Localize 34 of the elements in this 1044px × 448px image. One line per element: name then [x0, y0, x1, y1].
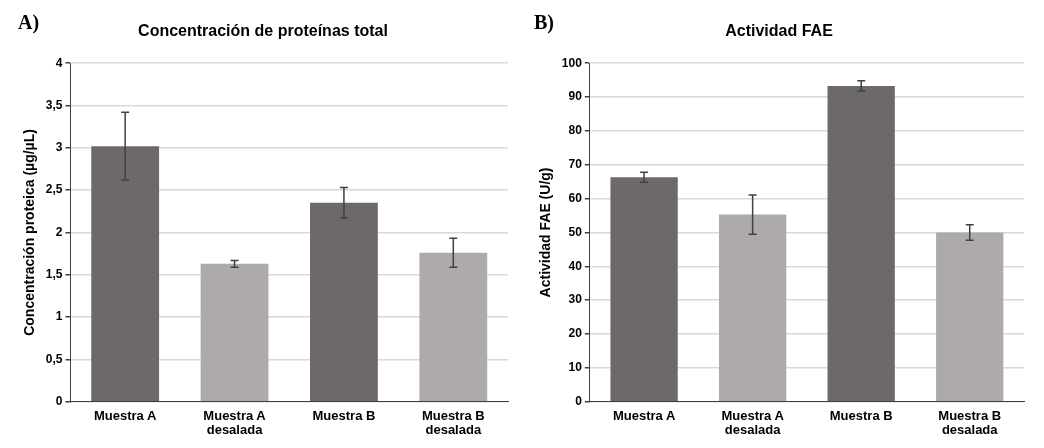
- y-tick-label: 10: [568, 360, 583, 375]
- x-tick-label: Muestra A: [93, 408, 157, 424]
- chart-title: Actividad FAE: [725, 22, 834, 40]
- y-tick-label: 1: [55, 309, 63, 324]
- text: A): [18, 11, 40, 35]
- y-tick-label: 0: [575, 394, 583, 409]
- y-tick-label: 70: [568, 157, 583, 172]
- y-tick-label: 60: [568, 190, 583, 205]
- y-tick-label: 100: [561, 55, 583, 70]
- y-tick-label: 0: [55, 394, 63, 409]
- y-tick-label: 2: [55, 224, 63, 239]
- y-tick-label: 40: [568, 258, 583, 273]
- y-tick-label: 3,5: [45, 97, 63, 112]
- y-tick-label: 4: [55, 55, 63, 70]
- y-tick-label: 80: [568, 123, 583, 138]
- y-tick-label: 90: [568, 89, 583, 104]
- y-tick-label: 50: [568, 224, 583, 239]
- x-tick-label: Muestra A desalada: [203, 408, 267, 437]
- y-tick-label: 3: [55, 140, 63, 155]
- x-tick-label: Muestra B: [312, 408, 376, 424]
- chart-title: Concentración de proteínas total: [138, 22, 388, 40]
- x-tick-label: Muestra B desalada: [421, 408, 485, 437]
- text: B): [534, 11, 554, 35]
- x-tick-label: Muestra A desalada: [721, 408, 785, 437]
- x-tick-label: Muestra B desalada: [938, 408, 1002, 437]
- y-tick-label: 2,5: [45, 182, 63, 197]
- y-axis-title: Concentración proteica (µg/µL): [21, 129, 38, 336]
- y-tick-label: 30: [568, 292, 583, 307]
- x-tick-label: Muestra B: [829, 408, 893, 424]
- y-tick-label: 0,5: [45, 351, 63, 366]
- x-tick-label: Muestra A: [612, 408, 676, 424]
- y-tick-label: 20: [568, 326, 583, 341]
- y-tick-label: 1,5: [45, 267, 63, 282]
- y-axis-title: Actividad FAE (U/g): [537, 167, 554, 298]
